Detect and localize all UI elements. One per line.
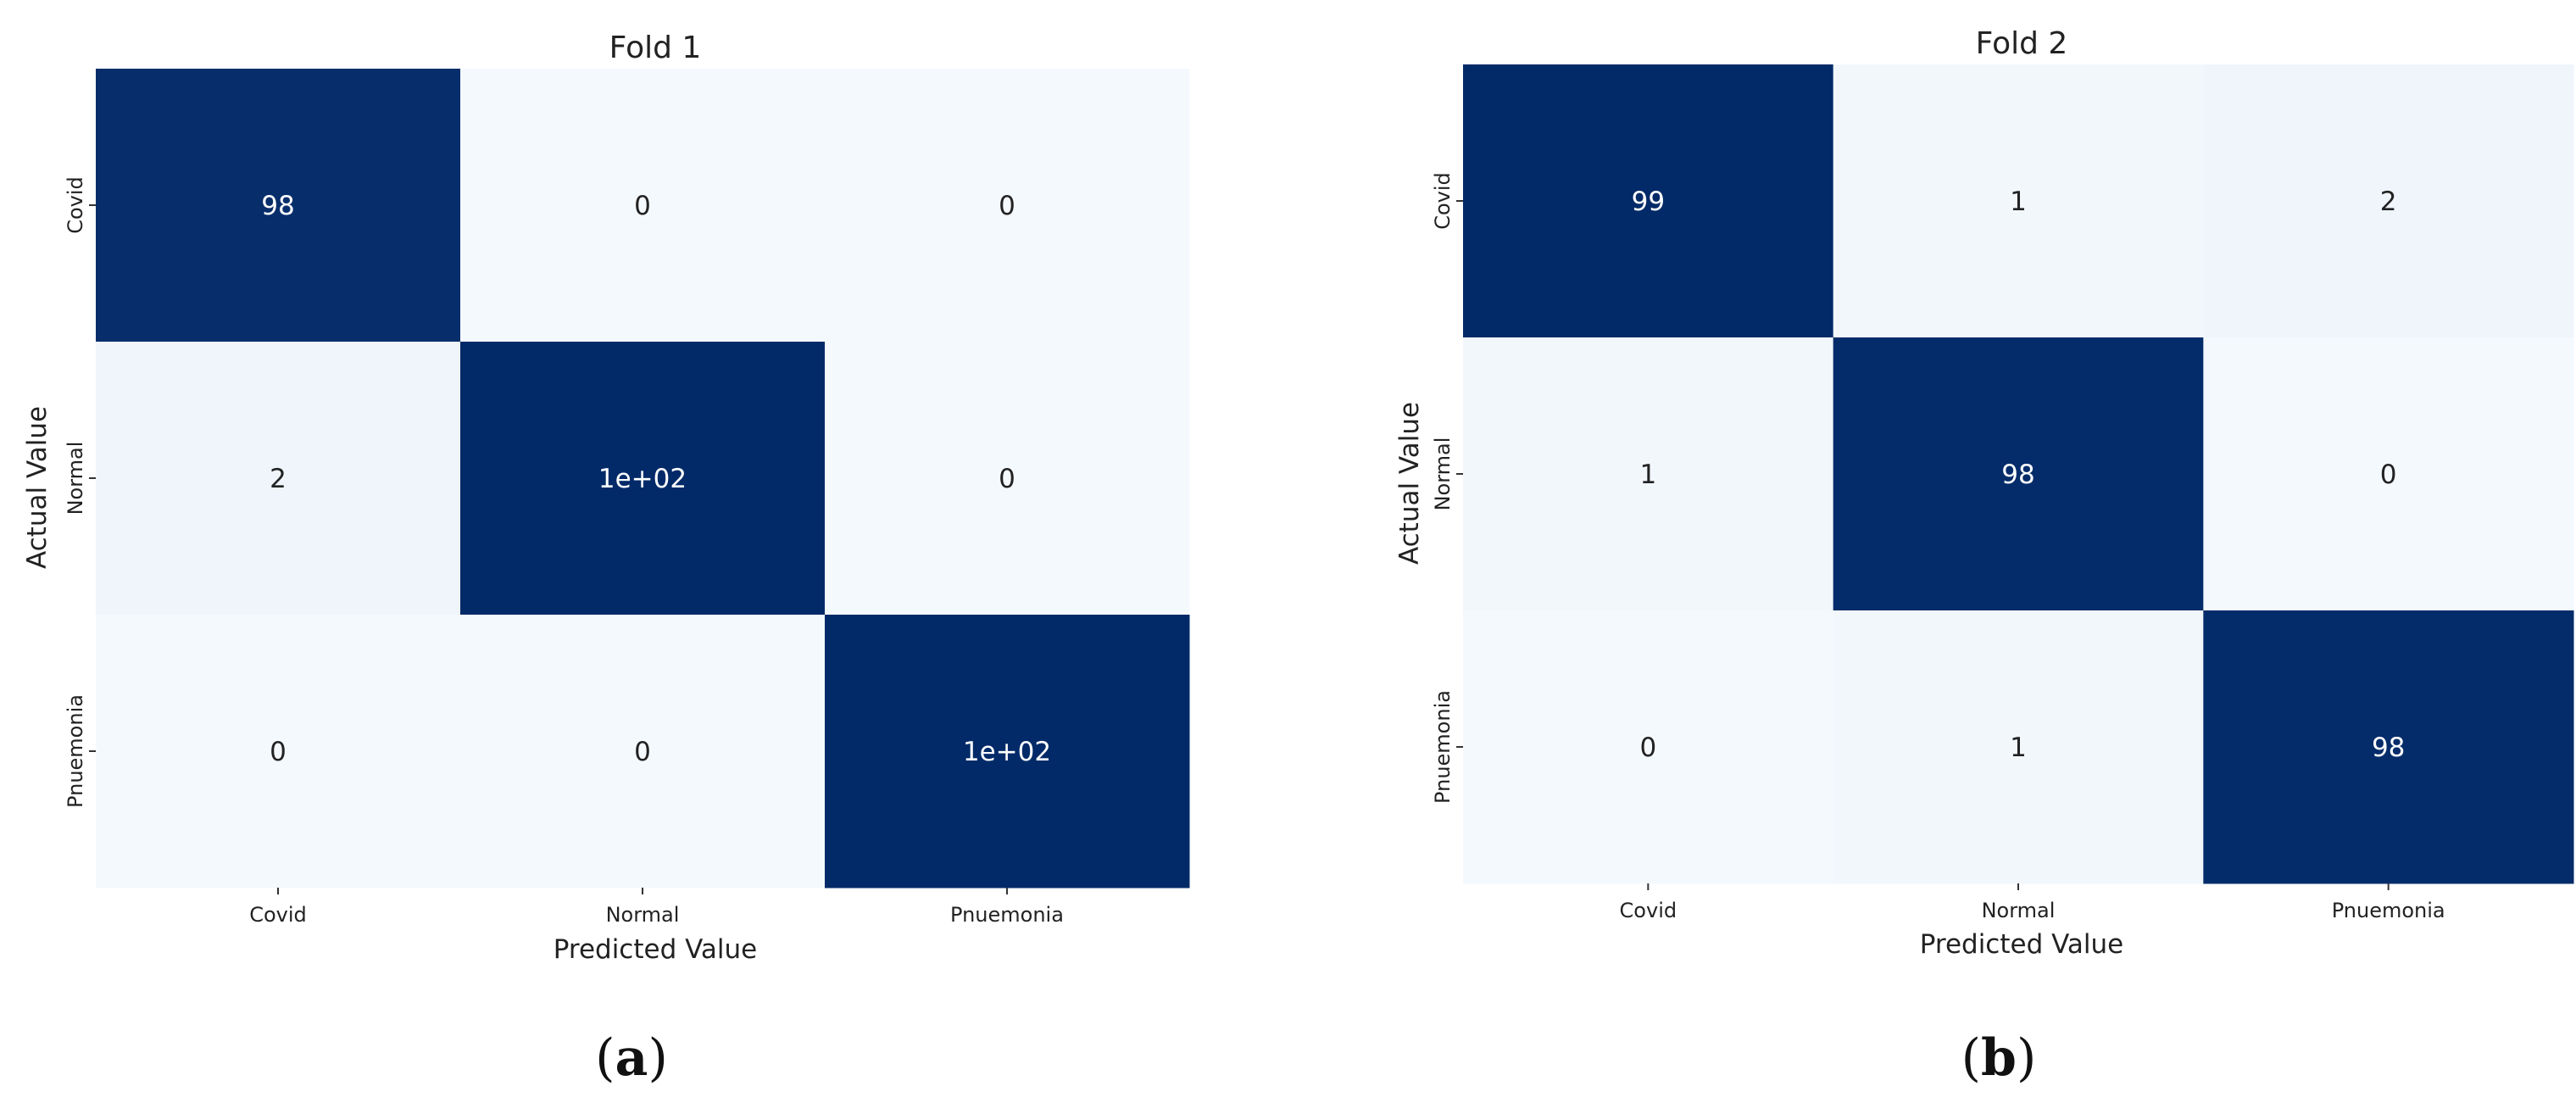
cell-annotation: 0 <box>270 737 287 767</box>
heatmap-cell <box>1833 64 2204 338</box>
cell-annotation: 2 <box>270 464 287 494</box>
cell-annotation: 98 <box>261 191 294 221</box>
chart-title: Fold 1 <box>609 31 702 65</box>
cell-annotation: 1e+02 <box>598 464 687 494</box>
panel-label: (b) <box>1961 1028 2037 1088</box>
cell-annotation: 98 <box>2001 460 2034 490</box>
heatmap-cell <box>460 615 826 889</box>
heatmap-cells <box>1463 64 2574 884</box>
panel-label: (a) <box>595 1028 668 1088</box>
cell-annotation: 0 <box>2380 460 2397 490</box>
heatmap-cell <box>460 69 826 343</box>
chart-title: Fold 2 <box>1976 26 2068 61</box>
x-axis-label: Predicted Value <box>554 934 758 965</box>
heatmap-cell <box>2203 337 2574 611</box>
cell-annotations: 98 0 0 2 1e+02 0 0 0 1e+02 <box>261 191 1051 767</box>
heatmap-cell <box>1463 337 1834 611</box>
x-tick-label: Covid <box>1620 899 1677 922</box>
y-tick-label: Pnuemonia <box>64 694 87 808</box>
panel-b: Fold 2 99 1 2 1 98 0 0 1 98 Covid Normal Pnuemonia… <box>1394 26 2574 1088</box>
cell-annotation: 0 <box>999 191 1015 221</box>
x-tick-labels: Covid Normal Pnuemonia <box>249 888 1064 927</box>
heatmap-cell <box>460 342 826 616</box>
cell-annotations: 99 1 2 1 98 0 0 1 98 <box>1632 187 2406 763</box>
y-tick-label: Pnuemonia <box>1431 690 1455 804</box>
y-axis-label: Actual Value <box>22 406 53 569</box>
cell-annotation: 1 <box>2010 187 2027 217</box>
heatmap-cell <box>1463 610 1834 884</box>
x-axis-label: Predicted Value <box>1920 929 2124 960</box>
heatmap-cell <box>2203 64 2574 338</box>
y-tick-label: Normal <box>1431 437 1455 511</box>
cell-annotation: 0 <box>999 464 1015 494</box>
heatmap-cell <box>825 69 1190 343</box>
heatmap-cell <box>96 342 461 616</box>
cell-annotation: 0 <box>634 737 651 767</box>
panel-a: Fold 1 98 0 0 2 1e+02 0 0 0 1e+02 Covid Normal Pnu… <box>22 31 1190 1088</box>
x-tick-label: Normal <box>606 903 680 927</box>
cell-annotation: 1 <box>1639 460 1656 490</box>
y-tick-label: Covid <box>64 176 87 234</box>
x-tick-label: Normal <box>1982 899 2056 922</box>
x-tick-labels: Covid Normal Pnuemonia <box>1620 883 2445 922</box>
heatmap-cell <box>1833 610 2204 884</box>
x-tick-label: Pnuemonia <box>2332 899 2445 922</box>
y-tick-label: Covid <box>1431 172 1455 230</box>
heatmap-cell <box>96 69 461 343</box>
y-tick-labels: Covid Normal Pnuemonia <box>64 176 96 808</box>
cell-annotation: 2 <box>2380 187 2397 217</box>
cell-annotation: 1e+02 <box>963 737 1051 767</box>
cell-annotation: 99 <box>1632 187 1665 217</box>
heatmap-cell <box>825 615 1190 889</box>
x-tick-label: Covid <box>249 903 307 927</box>
cell-annotation: 98 <box>2372 733 2405 763</box>
y-axis-label: Actual Value <box>1394 402 1425 565</box>
heatmap-cells <box>96 69 1190 889</box>
y-tick-labels: Covid Normal Pnuemonia <box>1431 172 1463 804</box>
cell-annotation: 0 <box>1639 733 1656 763</box>
heatmap-cell <box>2203 610 2574 884</box>
heatmap-cell <box>1463 64 1834 338</box>
heatmap-cell <box>1833 337 2204 611</box>
y-tick-label: Normal <box>64 442 87 515</box>
x-tick-label: Pnuemonia <box>950 903 1064 927</box>
cell-annotation: 1 <box>2010 733 2027 763</box>
heatmap-cell <box>825 342 1190 616</box>
cell-annotation: 0 <box>634 191 651 221</box>
heatmap-cell <box>96 615 461 889</box>
